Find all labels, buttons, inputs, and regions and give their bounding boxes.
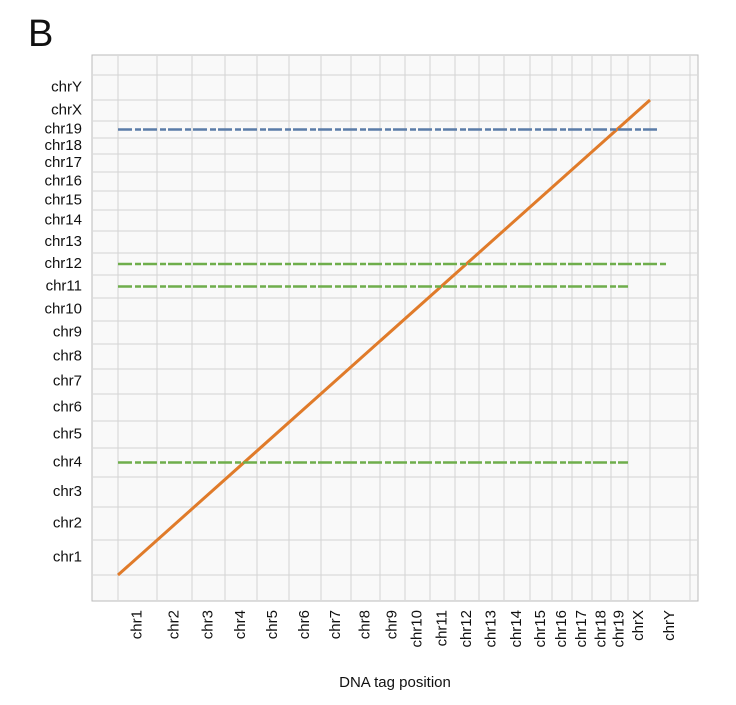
x-tick-label: chr15 [532,610,549,648]
x-tick-label: chr5 [264,610,281,639]
x-tick-label: chr19 [610,610,627,648]
x-tick-label: chr11 [433,610,450,646]
y-tick-label: chr15 [44,191,82,208]
x-tick-label: chr17 [573,610,590,648]
diagonal-line [117,98,651,577]
x-tick-label: chr18 [592,610,609,648]
x-tick-label: chrY [661,610,678,641]
y-tick-label: chr6 [53,398,82,415]
x-tick-label: chr9 [383,610,400,639]
y-tick-label: chr2 [53,514,82,531]
y-tick-label: chr9 [53,323,82,340]
x-tick-label: chr12 [458,610,475,648]
x-axis-title: DNA tag position [339,674,451,691]
x-tick-label: chrX [630,610,647,641]
x-tick-label: chr2 [165,610,182,639]
x-tick-label: chr7 [327,610,344,639]
x-tick-label: chr4 [232,610,249,639]
y-tick-label: chr5 [53,425,82,442]
y-tick-label: chrX [51,101,82,118]
x-tick-label: chr13 [482,610,499,648]
y-tick-label: chr16 [44,172,82,189]
y-tick-label: chr18 [44,137,82,154]
x-tick-label: chr6 [296,610,313,639]
y-tick-label: chr14 [44,211,82,228]
y-tick-label: chr8 [53,347,82,364]
x-tick-label: chr16 [553,610,570,648]
y-tick-label: chr12 [44,255,82,272]
y-tick-label: chr3 [53,483,82,500]
y-tick-label: chr17 [44,154,82,171]
x-tick-label: chr10 [408,610,425,648]
y-tick-label: chr4 [53,453,82,470]
y-tick-label: chr19 [44,120,82,137]
x-tick-label: chr1 [128,610,145,639]
y-tick-label: chr11 [46,277,82,294]
x-tick-label: chr3 [199,610,216,639]
y-tick-label: chr13 [44,233,82,250]
x-tick-label: chr8 [356,610,373,639]
panel-label: B [28,13,53,55]
y-tick-label: chr7 [53,372,82,389]
y-tick-label: chr10 [44,300,82,317]
x-tick-label: chr14 [508,610,525,648]
y-tick-label: chrY [51,78,82,95]
y-tick-label: chr1 [53,548,82,565]
